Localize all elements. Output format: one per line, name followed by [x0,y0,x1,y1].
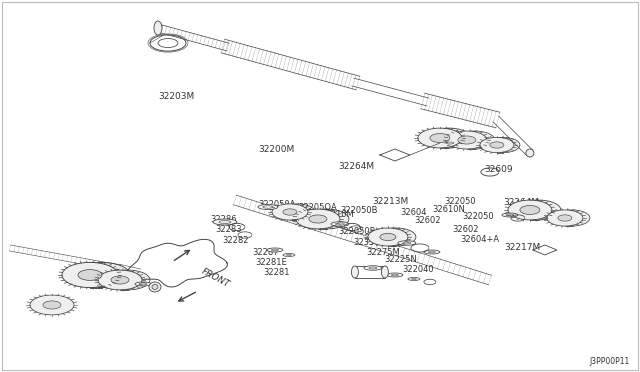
Ellipse shape [43,301,61,309]
Text: 32286: 32286 [210,215,237,224]
Text: 32225N: 32225N [384,255,417,264]
Ellipse shape [98,270,142,290]
Ellipse shape [106,270,150,290]
Ellipse shape [258,205,278,209]
Ellipse shape [74,262,130,288]
Ellipse shape [418,128,462,148]
Ellipse shape [387,273,403,277]
Ellipse shape [149,282,161,292]
Ellipse shape [398,241,416,245]
Ellipse shape [271,249,278,251]
Text: 32350P: 32350P [353,238,385,247]
Text: 32264M: 32264M [338,162,374,171]
Text: 322050B: 322050B [340,206,378,215]
Text: 32310M: 32310M [320,210,354,219]
Ellipse shape [369,267,377,269]
Ellipse shape [267,248,283,252]
Ellipse shape [62,262,118,288]
Text: J3PP00P11: J3PP00P11 [590,357,630,366]
Ellipse shape [506,214,514,216]
Ellipse shape [517,200,561,220]
Ellipse shape [309,215,327,223]
Ellipse shape [111,276,129,284]
Ellipse shape [554,210,590,226]
Text: 32604: 32604 [400,208,426,217]
Text: 32203M: 32203M [158,92,194,101]
Ellipse shape [490,142,504,148]
Text: 32281: 32281 [263,268,289,277]
Ellipse shape [486,137,520,153]
Ellipse shape [305,209,349,229]
Ellipse shape [283,253,295,256]
Ellipse shape [428,251,435,253]
Ellipse shape [213,219,237,225]
Ellipse shape [446,142,454,144]
Ellipse shape [380,233,396,241]
Ellipse shape [392,274,399,276]
Ellipse shape [331,222,349,226]
Text: 32602: 32602 [414,216,440,225]
Text: 32264M: 32264M [503,198,539,207]
Ellipse shape [442,141,458,145]
Ellipse shape [508,200,552,220]
Ellipse shape [403,242,411,244]
Ellipse shape [296,209,340,229]
Ellipse shape [287,254,291,256]
Ellipse shape [455,131,495,149]
Ellipse shape [430,134,450,142]
Ellipse shape [520,205,540,215]
Ellipse shape [263,206,273,208]
Ellipse shape [381,266,388,278]
Text: 32282: 32282 [222,236,248,245]
Ellipse shape [335,223,344,225]
Text: 32609: 32609 [484,165,513,174]
Text: 322050: 322050 [462,212,493,221]
Ellipse shape [447,131,487,149]
Ellipse shape [547,210,583,226]
Text: 32610N: 32610N [432,205,465,214]
Text: FRONT: FRONT [200,267,231,289]
Text: 32283: 32283 [215,225,241,234]
Text: 322050: 322050 [444,197,476,206]
Text: 32200M: 32200M [258,145,294,154]
Text: 32217M: 32217M [504,243,540,252]
Ellipse shape [368,228,408,246]
Ellipse shape [558,215,572,221]
Ellipse shape [408,278,420,280]
Text: 32213M: 32213M [372,197,408,206]
Ellipse shape [480,137,514,153]
Ellipse shape [139,283,147,285]
Text: 32281E: 32281E [255,258,287,267]
Ellipse shape [283,209,297,215]
Ellipse shape [427,128,471,148]
Ellipse shape [152,285,158,289]
Text: 322050A: 322050A [258,200,295,209]
Ellipse shape [364,266,382,270]
Text: 322040: 322040 [402,265,433,274]
Ellipse shape [78,270,102,280]
Ellipse shape [376,228,416,246]
Text: 322050B: 322050B [338,227,376,236]
Ellipse shape [135,282,151,286]
Ellipse shape [412,278,417,280]
Text: 32275M: 32275M [366,248,399,257]
Ellipse shape [272,204,308,220]
Ellipse shape [351,266,358,278]
Ellipse shape [526,149,534,157]
Ellipse shape [30,295,74,315]
Ellipse shape [502,213,518,217]
Text: 32604+A: 32604+A [460,235,499,244]
Ellipse shape [458,136,476,144]
Ellipse shape [154,21,162,35]
Ellipse shape [279,204,315,220]
Text: 32205QA: 32205QA [298,203,337,212]
Text: 32602: 32602 [452,225,478,234]
Text: 32287: 32287 [252,248,278,257]
Ellipse shape [424,250,440,254]
Ellipse shape [219,221,231,224]
